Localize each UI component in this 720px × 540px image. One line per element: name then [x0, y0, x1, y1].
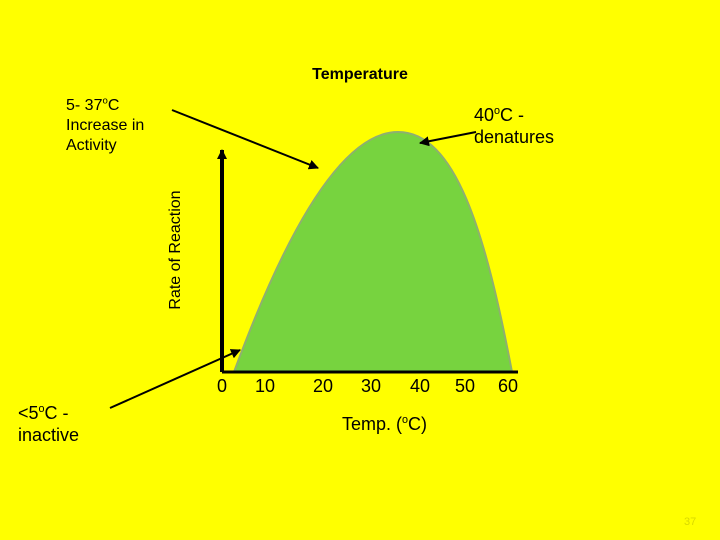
y-axis-label: Rate of Reaction — [167, 190, 184, 310]
x-tick-label: 10 — [255, 376, 276, 396]
x-tick-label: 40 — [410, 376, 431, 396]
rate-curve — [232, 130, 514, 373]
annotation-denatures: 40oC - denatures — [474, 105, 555, 147]
x-tick-label: 30 — [361, 376, 382, 396]
annotation-inactive: <5oC - inactive — [18, 403, 80, 445]
x-tick-label: 60 — [498, 376, 519, 396]
annotation-increase-activity: 5- 37oC Increase in Activity — [66, 95, 145, 154]
x-axis-label: Temp. (oC) — [342, 414, 428, 434]
x-tick-label: 0 — [217, 376, 228, 396]
x-tick-label: 50 — [455, 376, 476, 396]
arrow-inactive — [109, 349, 241, 409]
diagram-title: Temperature — [312, 66, 408, 83]
slide-number: 37 — [684, 516, 697, 528]
arrow-increase-activity — [171, 109, 319, 170]
x-tick-label: 20 — [313, 376, 334, 396]
arrow-denatures — [419, 131, 477, 147]
